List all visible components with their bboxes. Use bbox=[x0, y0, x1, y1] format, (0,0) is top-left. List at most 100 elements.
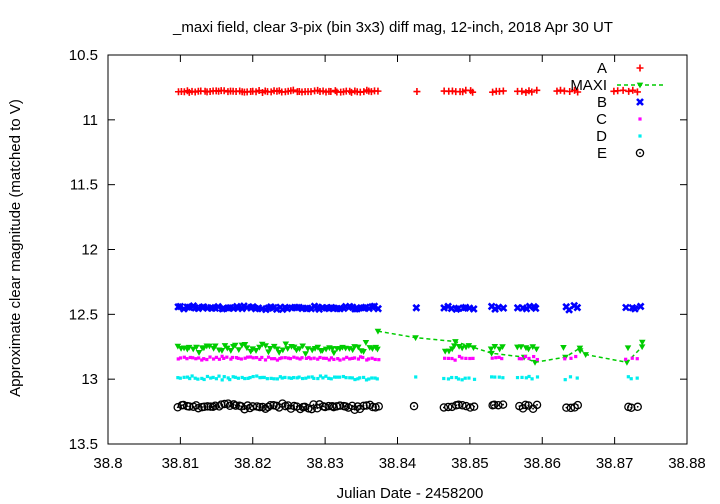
data-point-d bbox=[220, 378, 224, 382]
data-point-e-center bbox=[201, 406, 203, 408]
data-point-d bbox=[568, 375, 573, 379]
data-point-c bbox=[574, 354, 578, 359]
data-point-c bbox=[251, 356, 255, 360]
data-point-e-center bbox=[636, 405, 639, 408]
data-point-b bbox=[469, 305, 478, 313]
data-point-c bbox=[178, 356, 183, 360]
data-point-a bbox=[625, 87, 633, 95]
data-point-d bbox=[190, 374, 194, 378]
data-point-d bbox=[248, 375, 252, 380]
x-tick-label: 38.83 bbox=[306, 455, 344, 472]
legend-marker-d bbox=[638, 134, 642, 138]
data-point-d bbox=[289, 376, 294, 380]
data-point-c bbox=[348, 357, 352, 361]
data-point-d bbox=[297, 375, 301, 379]
data-point-e-ring bbox=[493, 400, 503, 410]
data-point-c bbox=[286, 356, 291, 360]
data-point-c bbox=[517, 357, 521, 361]
data-point-c bbox=[366, 357, 371, 361]
data-point-c bbox=[446, 356, 451, 360]
data-point-c bbox=[243, 356, 247, 360]
data-point-d bbox=[353, 377, 357, 382]
data-point-c bbox=[450, 356, 454, 361]
data-point-c bbox=[563, 357, 567, 361]
data-point-d bbox=[375, 377, 379, 381]
data-point-d bbox=[226, 376, 230, 380]
data-point-maxi bbox=[266, 346, 274, 352]
data-point-e bbox=[498, 400, 508, 409]
data-point-maxi bbox=[458, 345, 466, 352]
data-point-d bbox=[240, 375, 244, 380]
y-axis-label: Approximate clear magnitude (matched to … bbox=[7, 99, 24, 397]
data-point-c bbox=[230, 355, 235, 360]
data-point-c bbox=[208, 355, 212, 359]
y-tick-label: 13.5 bbox=[69, 436, 98, 453]
y-tick-label: 13 bbox=[81, 371, 98, 388]
data-point-d bbox=[350, 376, 354, 380]
data-point-e-center bbox=[181, 404, 183, 407]
data-point-c bbox=[523, 354, 528, 359]
data-point-d bbox=[202, 377, 206, 382]
data-point-d bbox=[228, 377, 232, 382]
series-d bbox=[176, 374, 639, 382]
data-point-maxi bbox=[491, 344, 499, 350]
data-point-maxi bbox=[282, 341, 290, 348]
legend-marker-b bbox=[636, 98, 644, 106]
x-tick-label: 38.81 bbox=[162, 455, 200, 472]
data-point-maxi bbox=[193, 344, 200, 351]
data-point-c bbox=[188, 355, 192, 360]
data-point-c bbox=[225, 355, 229, 359]
data-point-e-center bbox=[502, 403, 504, 406]
data-point-e-center bbox=[238, 404, 241, 407]
data-point-e-center bbox=[212, 405, 214, 408]
data-point-maxi bbox=[488, 350, 495, 357]
data-point-d bbox=[196, 377, 200, 381]
x-tick-label: 38.82 bbox=[234, 455, 272, 472]
data-point-maxi bbox=[623, 359, 631, 366]
data-point-d bbox=[312, 376, 316, 380]
x-tick-label: 38.86 bbox=[523, 455, 561, 472]
data-point-e-center bbox=[497, 404, 500, 407]
data-point-e-center bbox=[377, 405, 380, 408]
data-point-e-ring bbox=[353, 402, 362, 411]
series-e bbox=[173, 399, 642, 414]
data-point-e-ring bbox=[229, 400, 239, 409]
data-point-e-center bbox=[302, 406, 304, 408]
data-point-c bbox=[278, 356, 282, 361]
data-point-a bbox=[566, 87, 574, 95]
data-point-e bbox=[229, 400, 239, 409]
data-point-c bbox=[217, 357, 222, 361]
data-point-d bbox=[467, 376, 471, 380]
data-point-e-ring bbox=[179, 400, 188, 410]
data-point-e-center bbox=[278, 406, 281, 409]
data-point-c bbox=[332, 357, 336, 362]
data-point-a bbox=[489, 88, 497, 96]
data-point-c bbox=[202, 357, 206, 361]
data-point-d bbox=[341, 374, 345, 379]
data-point-d bbox=[635, 376, 639, 380]
data-point-c bbox=[532, 354, 536, 359]
data-point-e-ring bbox=[173, 402, 182, 412]
x-axis-label: Julian Date - 2458200 bbox=[337, 485, 484, 502]
data-point-d bbox=[188, 376, 192, 381]
data-point-c bbox=[471, 356, 475, 360]
data-point-d bbox=[233, 375, 237, 379]
data-point-c bbox=[316, 357, 320, 361]
data-point-d bbox=[563, 378, 567, 382]
data-point-d bbox=[300, 376, 305, 381]
data-point-maxi bbox=[374, 346, 381, 353]
y-tick-label: 10.5 bbox=[69, 47, 98, 64]
data-point-d bbox=[327, 376, 331, 380]
legend-marker-maxi bbox=[636, 82, 644, 89]
data-point-maxi bbox=[638, 344, 646, 351]
data-point-d bbox=[236, 376, 240, 380]
data-point-maxi bbox=[274, 346, 281, 353]
data-point-c bbox=[324, 356, 329, 360]
series-a bbox=[174, 86, 641, 96]
legend-label-maxi: MAXI bbox=[570, 77, 607, 94]
data-point-e bbox=[573, 400, 583, 410]
y-tick-label: 11 bbox=[82, 112, 98, 129]
data-point-d bbox=[450, 375, 454, 380]
data-point-e-center bbox=[310, 408, 313, 410]
data-point-maxi bbox=[256, 344, 263, 351]
